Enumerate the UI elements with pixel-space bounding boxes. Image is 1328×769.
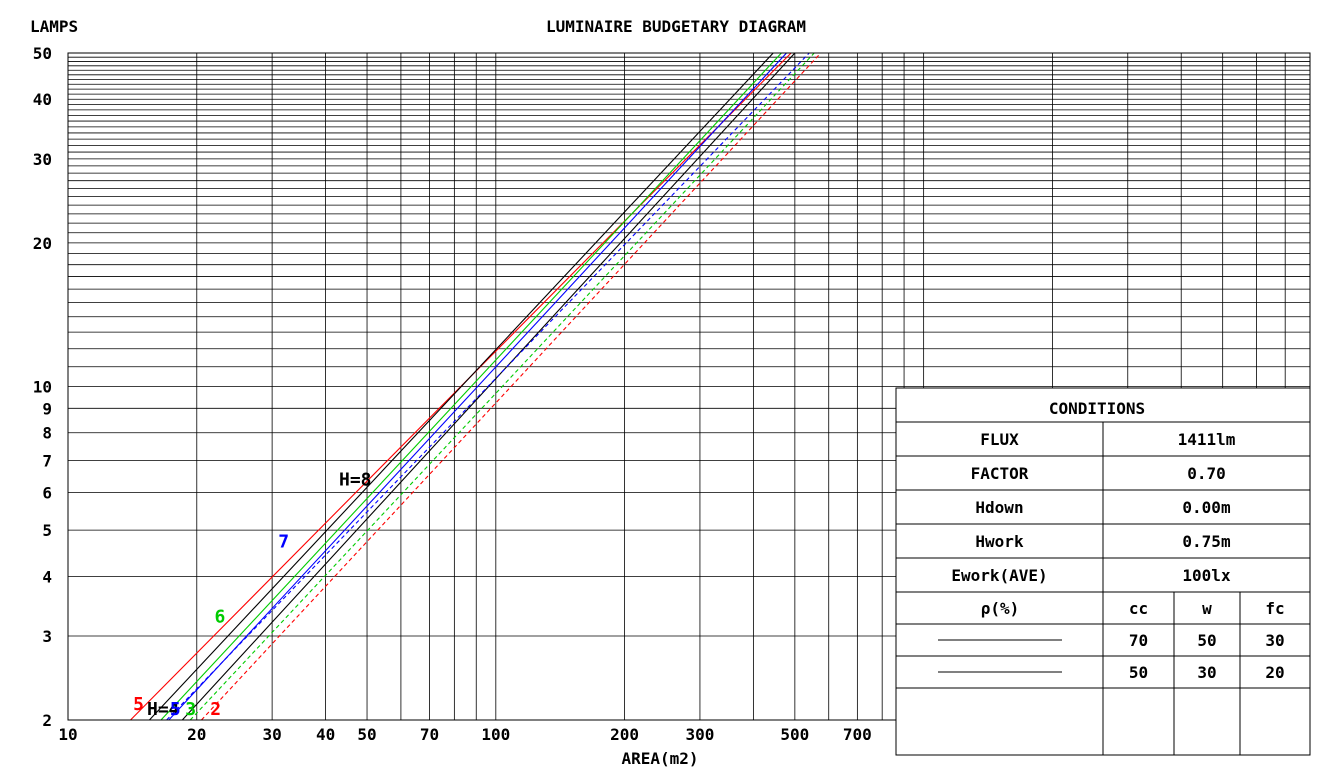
chart-title: LUMINAIRE BUDGETARY DIAGRAM bbox=[546, 17, 806, 36]
conditions-table: CONDITIONS FLUX 1411lm FACTOR 0.70 Hdown 0.00… bbox=[895, 387, 1311, 756]
condition-value: 1411lm bbox=[1178, 430, 1236, 449]
curve-label: 5 bbox=[133, 694, 144, 715]
x-tick-label: 300 bbox=[685, 725, 714, 744]
x-tick-label: 500 bbox=[780, 725, 809, 744]
rho-value: 20 bbox=[1265, 663, 1284, 682]
rho-value: 30 bbox=[1197, 663, 1216, 682]
y-tick-label: 3 bbox=[42, 627, 52, 646]
curve-label: 3 bbox=[185, 699, 196, 720]
curve-label: 7 bbox=[278, 531, 289, 552]
x-tick-label: 50 bbox=[357, 725, 376, 744]
y-tick-label: 20 bbox=[33, 234, 52, 253]
x-tick-label: 100 bbox=[481, 725, 510, 744]
y-tick-label: 50 bbox=[33, 44, 52, 63]
y-tick-label: 6 bbox=[42, 483, 52, 502]
series-line bbox=[168, 52, 787, 721]
x-tick-label: 20 bbox=[187, 725, 206, 744]
y-tick-label: 2 bbox=[42, 711, 52, 730]
rho-header: w bbox=[1202, 599, 1212, 618]
y-tick-label: 5 bbox=[42, 521, 52, 540]
y-tick-label: 40 bbox=[33, 90, 52, 109]
curve-label: 5 bbox=[170, 699, 181, 720]
x-axis-label: AREA(m2) bbox=[621, 749, 698, 768]
condition-label: Ework(AVE) bbox=[951, 566, 1047, 585]
y-tick-label: 7 bbox=[42, 451, 52, 470]
y-tick-label: 8 bbox=[42, 424, 52, 443]
condition-label: Hwork bbox=[975, 532, 1024, 551]
y-tick-labels: 2 3 4 5 6 7 8 9 10 20 30 40 50 bbox=[33, 44, 52, 730]
curve-label: H=8 bbox=[339, 470, 372, 491]
y-tick-label: 4 bbox=[42, 567, 52, 586]
x-tick-label: 200 bbox=[610, 725, 639, 744]
series-line bbox=[148, 52, 774, 721]
x-tick-label: 30 bbox=[262, 725, 281, 744]
rho-header: cc bbox=[1129, 599, 1148, 618]
x-tick-label: 40 bbox=[316, 725, 335, 744]
curve-label: H=4 bbox=[147, 699, 180, 720]
condition-value: 0.75m bbox=[1182, 532, 1231, 551]
series-line bbox=[189, 52, 815, 721]
condition-value: 0.70 bbox=[1187, 464, 1226, 483]
y-tick-label: 10 bbox=[33, 378, 52, 397]
conditions-table-rules bbox=[896, 421, 1310, 755]
condition-value: 0.00m bbox=[1182, 498, 1231, 517]
x-tick-label: 700 bbox=[843, 725, 872, 744]
series-lines bbox=[130, 52, 822, 721]
rho-value: 30 bbox=[1265, 631, 1284, 650]
condition-value: 100lx bbox=[1182, 566, 1231, 585]
conditions-title: CONDITIONS bbox=[1049, 399, 1145, 418]
series-line bbox=[200, 52, 822, 721]
series-line bbox=[166, 52, 810, 721]
x-tick-label: 10 bbox=[58, 725, 77, 744]
rho-header: fc bbox=[1265, 599, 1284, 618]
condition-label: FLUX bbox=[980, 430, 1019, 449]
series-line bbox=[160, 52, 782, 721]
curve-label: 6 bbox=[214, 607, 225, 628]
rho-label: ρ(%) bbox=[981, 599, 1020, 618]
rho-value: 50 bbox=[1129, 663, 1148, 682]
y-axis-label: LAMPS bbox=[30, 17, 78, 36]
x-tick-label: 70 bbox=[420, 725, 439, 744]
rho-rows: 70 50 30 50 30 20 bbox=[938, 631, 1285, 682]
condition-label: FACTOR bbox=[971, 464, 1029, 483]
condition-label: Hdown bbox=[975, 498, 1023, 517]
rho-value: 70 bbox=[1129, 631, 1148, 650]
y-tick-label: 9 bbox=[42, 399, 52, 418]
y-tick-label: 30 bbox=[33, 150, 52, 169]
rho-value: 50 bbox=[1197, 631, 1216, 650]
curve-label: 2 bbox=[210, 699, 221, 720]
conditions-rows: FLUX 1411lm FACTOR 0.70 Hdown 0.00m Hwork 0.75m… bbox=[951, 430, 1235, 585]
plot-frame bbox=[67, 52, 1311, 721]
rho-headers: cc w fc bbox=[1129, 599, 1285, 618]
